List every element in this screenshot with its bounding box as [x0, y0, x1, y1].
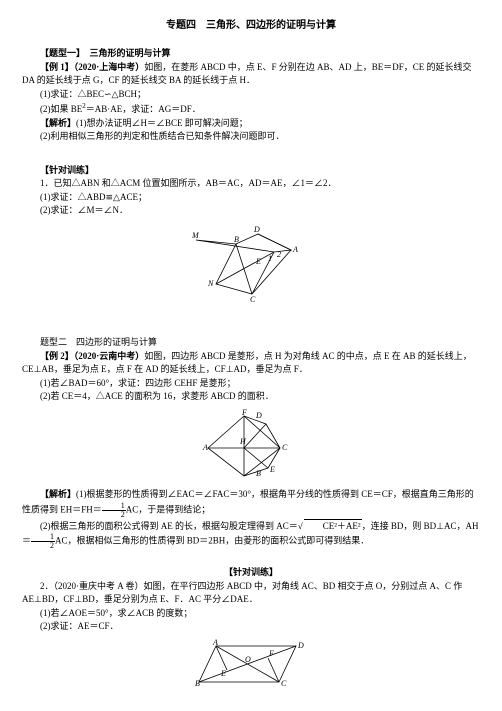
- ex2-a2-pre: (2)根据三角形的面积公式得到 AE 的长，根据勾股定理得到 AC＝: [40, 521, 298, 531]
- figure-2: A FD C H BE: [22, 408, 480, 485]
- page-title: 专题四 三角形、四边形的证明与计算: [22, 18, 480, 33]
- svg-text:1: 1: [268, 254, 272, 263]
- svg-text:O: O: [245, 655, 251, 664]
- svg-text:D: D: [255, 411, 262, 420]
- svg-text:E: E: [269, 465, 275, 474]
- svg-text:2: 2: [277, 250, 281, 259]
- train1-q2: (2)求证：∠M＝∠N．: [22, 204, 480, 218]
- svg-text:A: A: [292, 245, 298, 254]
- svg-text:D: D: [253, 225, 260, 234]
- ex2-a1-pre: (1)根据菱形的性质得到∠EAC＝∠FAC＝30°，根据角平分线的性质得到 CE…: [22, 489, 474, 514]
- ex1-q2-pre: (2)如果 BE: [40, 104, 82, 114]
- type-1-label: 【题型一】 三角形的证明与计算: [22, 47, 480, 61]
- svg-text:B: B: [195, 679, 200, 688]
- figure-3: A D B C O E F: [22, 638, 480, 695]
- ex2: 【例 2】（2020·云南中考）如图，四边形 ABCD 是菱形，点 H 为对角线…: [22, 350, 480, 377]
- svg-text:H: H: [239, 437, 247, 446]
- svg-text:E: E: [220, 669, 226, 678]
- analysis-label: 【解析】: [40, 118, 76, 128]
- ex2-a1-post: AC，于是得到结论；: [126, 504, 211, 514]
- figure-1: M D A B 21 E N C: [22, 222, 480, 307]
- svg-text:E: E: [255, 257, 261, 266]
- ex1-a2: (2)利用相似三角形的判定和性质结合已知条件解决问题即可．: [22, 130, 480, 144]
- train1: 1．已知△ABN 和△ACM 位置如图所示，AB＝AC，AD＝AE，∠1＝∠2．: [22, 177, 480, 191]
- svg-text:C: C: [281, 679, 287, 688]
- type-2-label: 题型二 四边形的证明与计算: [22, 336, 480, 350]
- svg-text:F: F: [268, 649, 274, 658]
- ex2-label: 【例 2】（2020·云南中考）: [40, 351, 144, 361]
- svg-text:D: D: [297, 641, 304, 650]
- ex2-a2: (2)根据三角形的面积公式得到 AE 的长，根据勾股定理得到 AC＝√CE²＋A…: [22, 519, 480, 551]
- train-label-2: 【针对训练】: [22, 566, 480, 580]
- ex1-q2: (2)如果 BE2＝AB·AE，求证：AG＝DF．: [22, 101, 480, 117]
- svg-text:F: F: [241, 408, 247, 417]
- sqrt-expr: CE²＋AE²: [304, 519, 362, 534]
- ex2-q1: (1)若∠BAD＝60°，求证：四边形 CEHF 是菱形；: [22, 377, 480, 391]
- svg-text:B: B: [256, 469, 261, 478]
- svg-text:B: B: [234, 235, 239, 244]
- frac-half-2: 12: [31, 533, 55, 550]
- ex1-q1: (1)求证：△BEC∽△BCH；: [22, 88, 480, 102]
- ex2-analysis: 【解析】(1)根据菱形的性质得到∠EAC＝∠FAC＝30°，根据角平分线的性质得…: [22, 488, 480, 519]
- svg-text:A: A: [202, 443, 208, 452]
- train2-q2: (2)求证：AE＝CF．: [22, 620, 480, 634]
- ex1: 【例 1】（2020·上海中考）如图，在菱形 ABCD 中，点 E、F 分别在边…: [22, 61, 480, 88]
- ex2-q2: (2)若 CE＝4，△ACE 的面积为 16，求菱形 ABCD 的面积．: [22, 390, 480, 404]
- svg-text:A: A: [212, 638, 218, 647]
- train2: 2．（2020·重庆中考 A 卷）如图，在平行四边形 ABCD 中，对角线 AC…: [22, 580, 480, 607]
- train-label-1: 【针对训练】: [22, 164, 480, 178]
- train2-q1: (1)若∠AOE＝50°，求∠ACB 的度数；: [22, 607, 480, 621]
- ex1-q2-mid: ＝AB·AE，求证：AG＝DF．: [86, 104, 201, 114]
- ex2-a2-post: AC，根据相似三角形的性质得到 BD＝2BH，由菱形的面积公式即可得到结果．: [55, 536, 369, 546]
- train1-q1: (1)求证：△ABD≌△ACE；: [22, 191, 480, 205]
- ex1-label: 【例 1】（2020·上海中考）: [40, 62, 144, 72]
- ex1-analysis: 【解析】(1)想办法证明∠H＝∠BCE 即可解决问题；: [22, 117, 480, 131]
- svg-text:C: C: [282, 443, 288, 452]
- svg-text:M: M: [191, 231, 200, 240]
- analysis-label-2: 【解析】: [40, 489, 76, 499]
- ex1-a1: (1)想办法证明∠H＝∠BCE 即可解决问题；: [76, 118, 248, 128]
- frac-half-1: 12: [102, 502, 126, 519]
- svg-text:N: N: [207, 279, 214, 288]
- svg-text:C: C: [250, 295, 256, 302]
